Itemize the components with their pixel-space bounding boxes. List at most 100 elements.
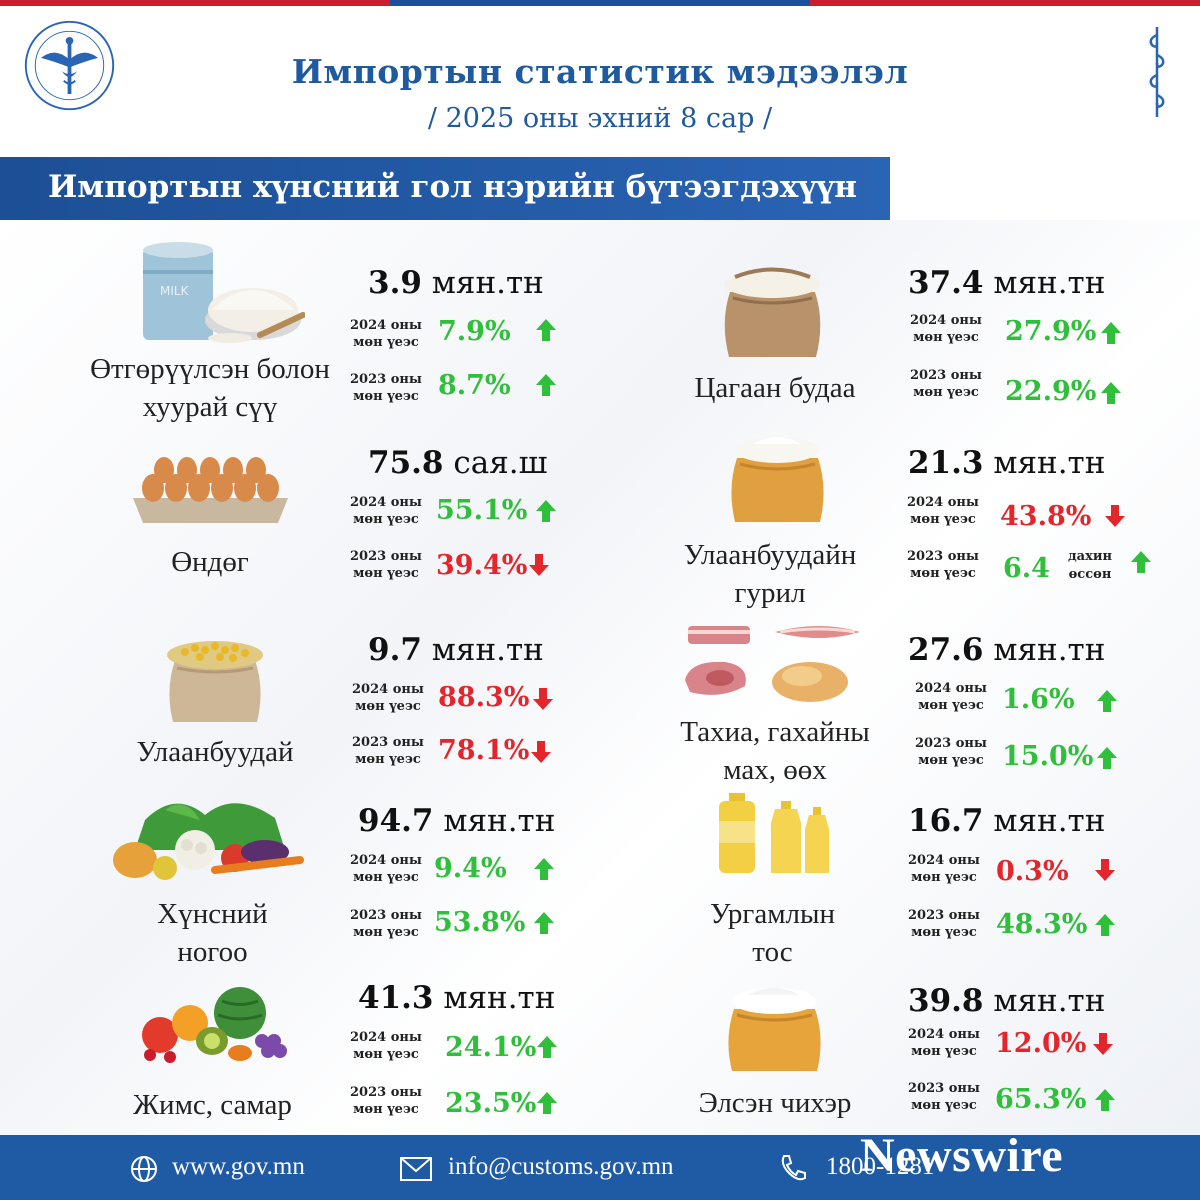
change-2023-value: 8.7% [438, 370, 511, 401]
change-2024-value: 1.6% [1002, 684, 1075, 715]
amount-value: 94.7 [358, 803, 434, 839]
change-2023-value: 22.9% [1005, 376, 1097, 407]
mongolian-script-icon [1149, 27, 1165, 117]
comparison-label-2023: 2023 оны мөн үеэс [350, 549, 422, 581]
comparison-label-2024: 2024 оны мөн үеэс [350, 1030, 422, 1062]
amount-unit: мян.тн [993, 265, 1106, 301]
comparison-label-2023: 2023 оны мөн үеэс [910, 368, 982, 400]
amount-value: 21.3 [908, 445, 984, 481]
product-name-line1: Хүнсний [157, 898, 268, 930]
arrow-up-icon [1097, 690, 1117, 712]
comparison-label-2024: 2024 оны мөн үеэс [907, 495, 979, 527]
amount-unit: мян.тн [993, 803, 1106, 839]
comparison-label-2024: 2024 оны мөн үеэс [352, 682, 424, 714]
product-amount: 16.7 мян.тн [908, 803, 1105, 839]
website-link[interactable]: www.gov.mn [172, 1153, 305, 1180]
change-2024-value: 24.1% [445, 1032, 537, 1063]
product-name-line1: Улаанбуудайн [683, 539, 857, 571]
newswire-watermark: Newswire [860, 1129, 1064, 1182]
change-2023-value: 23.5% [445, 1088, 537, 1119]
arrow-up-icon [537, 1092, 557, 1114]
product-amount: 75.8 сая.ш [368, 445, 547, 481]
product-amount: 94.7 мян.тн [358, 803, 555, 839]
amount-unit: мян.тн [993, 632, 1106, 668]
product-amount: 37.4 мян.тн [908, 265, 1105, 301]
product-amount: 39.8 мян.тн [908, 983, 1105, 1019]
product-amount: 27.6 мян.тн [908, 632, 1105, 668]
phone-icon [781, 1155, 806, 1181]
change-note: дахин өссөн [1068, 549, 1112, 582]
product-name-line2: ногоо [177, 936, 248, 968]
customs-emblem-icon [24, 20, 115, 111]
top-bar-blue [390, 0, 810, 6]
product-name-line1: Жимс, самар [133, 1089, 292, 1121]
product-amount: 9.7 мян.тн [368, 632, 544, 668]
arrow-up-icon [1097, 747, 1117, 769]
comparison-label-2023: 2023 оны мөн үеэс [907, 549, 979, 581]
amount-value: 16.7 [908, 803, 984, 839]
comparison-label-2024: 2024 оны мөн үеэс [908, 1027, 980, 1059]
amount-unit: мян.тн [431, 265, 544, 301]
arrow-up-icon [536, 319, 556, 341]
amount-value: 3.9 [368, 265, 422, 301]
rice-sack-icon [724, 267, 821, 357]
change-2023-value: 39.4% [436, 550, 528, 581]
meat-icon [685, 626, 860, 702]
amount-unit: мян.тн [993, 983, 1106, 1019]
oil-bottles-icon [719, 793, 829, 873]
comparison-label-2023: 2023 оны мөн үеэс [908, 1081, 980, 1113]
amount-value: 27.6 [908, 632, 984, 668]
svg-text:MILK: MILK [160, 284, 190, 298]
phone-number: 1800-1281 [826, 1153, 935, 1180]
change-2024-value: 55.1% [436, 495, 528, 526]
comparison-label-2024: 2024 оны мөн үеэс [350, 853, 422, 885]
wheat-sack-icon [167, 641, 263, 722]
change-2024-value: 43.8% [1000, 501, 1092, 532]
amount-unit: мян.тн [443, 980, 556, 1016]
arrow-down-icon [1093, 1033, 1113, 1055]
top-bar-red-left [0, 0, 390, 6]
mail-icon [400, 1157, 432, 1181]
comparison-label-2023: 2023 оны мөн үеэс [350, 1085, 422, 1117]
comparison-label-2023: 2023 оны мөн үеэс [350, 908, 422, 940]
vegetables-icon [113, 803, 304, 880]
top-bar-red-right [810, 0, 1200, 6]
amount-value: 41.3 [358, 980, 434, 1016]
product-name-line1: Цагаан будаа [694, 372, 856, 404]
product-name-line1: Өндөг [171, 546, 249, 578]
change-2024-value: 0.3% [996, 856, 1069, 887]
comparison-label-2024: 2024 оны мөн үеэс [910, 313, 982, 345]
arrow-up-icon [1101, 322, 1121, 344]
arrow-up-icon [1101, 382, 1121, 404]
sugar-sack-icon [728, 988, 821, 1071]
product-name-line2: гурил [734, 577, 806, 609]
comparison-label-2023: 2023 оны мөн үеэс [915, 736, 987, 768]
product-name-line1: Тахиа, гахайны [680, 716, 870, 748]
fruits-icon [142, 987, 287, 1063]
arrow-down-icon [1095, 859, 1115, 881]
arrow-up-icon [1095, 914, 1115, 936]
amount-value: 75.8 [368, 445, 444, 481]
change-2024-value: 9.4% [434, 853, 507, 884]
change-2024-value: 88.3% [438, 682, 530, 713]
product-amount: 3.9 мян.тн [368, 265, 544, 301]
change-2023-value: 65.3% [995, 1084, 1087, 1115]
arrow-down-icon [529, 554, 549, 576]
arrow-down-icon [533, 688, 553, 710]
amount-unit: мян.тн [443, 803, 556, 839]
product-name-line1: Элсэн чихэр [698, 1087, 852, 1119]
comparison-label-2024: 2024 оны мөн үеэс [350, 495, 422, 527]
email-link[interactable]: info@customs.gov.mn [448, 1153, 674, 1180]
change-2023-value: 78.1% [438, 735, 530, 766]
amount-value: 37.4 [908, 265, 984, 301]
flour-sack-icon [731, 437, 824, 522]
amount-unit: мян.тн [993, 445, 1106, 481]
top-color-bar [0, 0, 1200, 6]
footer-bar: www.gov.mn info@customs.gov.mn 1800-1281 [0, 1135, 1200, 1200]
amount-value: 39.8 [908, 983, 984, 1019]
arrow-down-icon [1105, 505, 1125, 527]
page-subtitle: / 2025 оны эхний 8 сар / [427, 103, 773, 134]
change-2024-value: 7.9% [438, 316, 511, 347]
arrow-up-icon [534, 858, 554, 880]
comparison-label-2023: 2023 оны мөн үеэс [908, 908, 980, 940]
